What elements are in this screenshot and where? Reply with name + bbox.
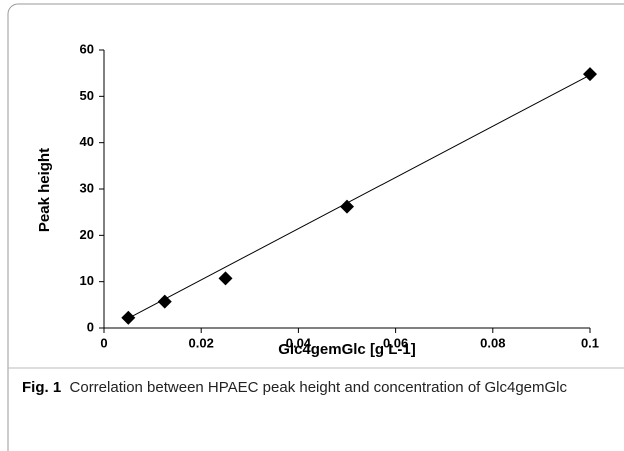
y-tick-label: 50 [80,88,94,103]
x-tick-label: 0 [100,335,107,350]
y-tick-label: 60 [80,41,94,56]
point [583,67,597,82]
y-tick-label: 0 [87,319,94,334]
x-tick-label: 0.06 [383,335,408,350]
x-axis-label: Glc4gemGlc [g L-1] [278,341,416,358]
y-tick-label: 10 [80,273,94,288]
frame [7,3,624,451]
point [157,294,172,309]
point [340,199,354,214]
x-tick-label: 0.04 [286,335,312,350]
x-tick-label: 0.08 [480,335,505,350]
point [121,310,136,325]
point [218,271,233,286]
y-tick-label: 40 [80,134,94,149]
x-tick-label: 0.1 [581,335,599,350]
y-tick-label: 20 [80,227,94,242]
trendline [128,74,591,319]
y-axis-label: Peak height [36,148,53,232]
caption-label: Fig. 1 [22,379,62,396]
caption-text: Correlation between HPAEC peak height an… [69,379,568,396]
caption: Fig. 1 Correlation between HPAEC peak he… [22,377,612,399]
x-tick-label: 0.02 [189,335,214,350]
y-tick-label: 30 [80,180,94,195]
